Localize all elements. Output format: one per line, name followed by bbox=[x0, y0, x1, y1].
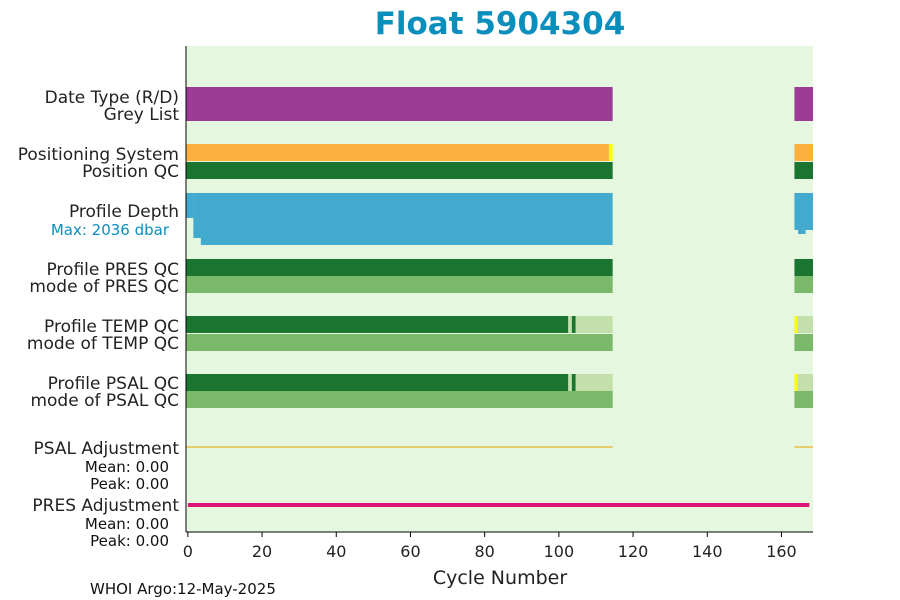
x-tick-label: 60 bbox=[400, 542, 420, 561]
row-label: mode of PSAL QC bbox=[30, 391, 179, 411]
date-type-bar bbox=[794, 87, 813, 121]
qc-bar bbox=[186, 162, 613, 179]
qc-bar bbox=[794, 259, 813, 276]
row-labels: Date Type (R/D)Grey List Positioning Syst… bbox=[18, 88, 180, 550]
qc-bar-light bbox=[568, 374, 572, 391]
adjustment-stat: Mean: 0.00 bbox=[85, 515, 169, 533]
x-axis-ticks: 0 20 40 60 80 100 120 140 160 bbox=[183, 532, 797, 561]
row-label: Profile PRES QC bbox=[46, 260, 179, 280]
qc-bar bbox=[186, 316, 569, 333]
qc-flag-mark bbox=[608, 144, 613, 161]
qc-flag-mark bbox=[794, 316, 798, 333]
adjustment-line bbox=[794, 446, 813, 448]
x-axis-label: Cycle Number bbox=[433, 567, 567, 589]
adjustment-stat: Peak: 0.00 bbox=[90, 532, 169, 550]
qc-bar bbox=[794, 391, 813, 408]
x-tick-label: 40 bbox=[326, 542, 346, 561]
row-label: mode of PRES QC bbox=[29, 277, 179, 297]
adjustment-line bbox=[187, 503, 810, 507]
qc-bar bbox=[186, 334, 613, 351]
qc-bar bbox=[186, 144, 609, 161]
qc-bar bbox=[186, 259, 613, 276]
qc-bar-light bbox=[794, 374, 813, 391]
qc-bar-light bbox=[794, 316, 813, 333]
footer-source-date: WHOI Argo:12-May-2025 bbox=[90, 580, 276, 598]
qc-bar bbox=[571, 316, 576, 333]
chart-title: Float 5904304 bbox=[375, 6, 626, 42]
profile-depth-area bbox=[193, 193, 201, 238]
qc-bar bbox=[794, 162, 813, 179]
x-tick-label: 80 bbox=[474, 542, 494, 561]
qc-bar bbox=[794, 334, 813, 351]
row-label: PSAL Adjustment bbox=[34, 439, 180, 459]
row-label: Profile PSAL QC bbox=[48, 374, 179, 394]
adjustment-stat: Mean: 0.00 bbox=[85, 458, 169, 476]
max-depth-label: Max: 2036 dbar bbox=[51, 221, 170, 239]
row-label: Profile TEMP QC bbox=[44, 317, 179, 337]
qc-bar bbox=[186, 391, 613, 408]
adjustment-stat: Peak: 0.00 bbox=[90, 475, 169, 493]
date-type-bar bbox=[186, 87, 613, 121]
row-label: Profile Depth bbox=[69, 202, 179, 222]
profile-depth-area bbox=[200, 231, 613, 245]
row-label: Positioning System bbox=[18, 145, 179, 165]
qc-bar bbox=[794, 276, 813, 293]
qc-flag-mark bbox=[794, 374, 798, 391]
profile-depth-area bbox=[798, 230, 806, 234]
qc-bar-light bbox=[568, 316, 572, 333]
x-tick-label: 120 bbox=[618, 542, 649, 561]
qc-bar bbox=[186, 374, 569, 391]
profile-depth-area bbox=[794, 193, 813, 230]
row-label: PRES Adjustment bbox=[32, 496, 179, 516]
qc-bar-light bbox=[575, 316, 613, 333]
row-label: Position QC bbox=[82, 162, 179, 182]
profile-depth-area bbox=[186, 193, 194, 218]
adjustment-line bbox=[186, 446, 613, 448]
x-tick-label: 160 bbox=[766, 542, 797, 561]
chart-marks bbox=[186, 87, 813, 507]
row-label: Grey List bbox=[104, 105, 180, 125]
row-label: Date Type (R/D) bbox=[45, 88, 179, 108]
x-tick-label: 20 bbox=[252, 542, 272, 561]
qc-bar bbox=[186, 276, 613, 293]
x-tick-label: 0 bbox=[183, 542, 193, 561]
x-tick-label: 140 bbox=[692, 542, 723, 561]
qc-bar bbox=[794, 144, 813, 161]
qc-bar-light bbox=[575, 374, 613, 391]
row-label: mode of TEMP QC bbox=[27, 334, 179, 354]
qc-bar bbox=[571, 374, 576, 391]
x-tick-label: 100 bbox=[544, 542, 575, 561]
profile-depth-area bbox=[193, 193, 613, 231]
